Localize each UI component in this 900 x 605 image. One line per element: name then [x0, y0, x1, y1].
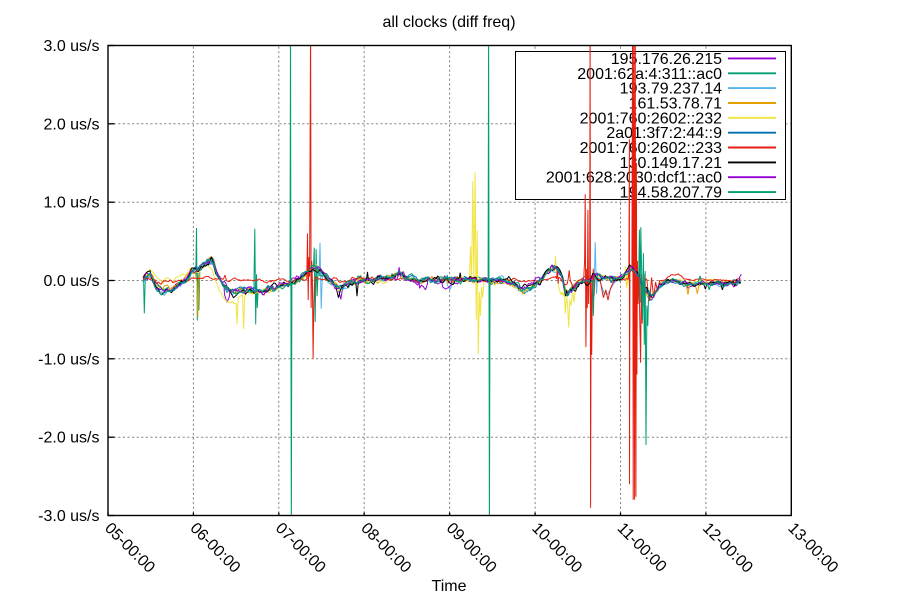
svg-text:-1.0 us/s: -1.0 us/s: [38, 351, 99, 368]
svg-text:-3.0 us/s: -3.0 us/s: [38, 508, 99, 525]
svg-text:193.79.237.14: 193.79.237.14: [620, 81, 722, 98]
svg-text:3.0 us/s: 3.0 us/s: [43, 38, 99, 55]
svg-text:all clocks (diff freq): all clocks (diff freq): [382, 14, 515, 31]
svg-text:0.0 us/s: 0.0 us/s: [43, 273, 99, 290]
svg-text:2001:62a:4:311::ac0: 2001:62a:4:311::ac0: [577, 66, 722, 83]
svg-text:130.149.17.21: 130.149.17.21: [620, 155, 722, 172]
svg-text:194.58.207.79: 194.58.207.79: [620, 185, 722, 202]
svg-text:2.0 us/s: 2.0 us/s: [43, 116, 99, 133]
svg-text:161.53.78.71: 161.53.78.71: [629, 96, 723, 113]
svg-text:-2.0 us/s: -2.0 us/s: [38, 430, 99, 447]
svg-text:Time: Time: [432, 578, 467, 595]
svg-text:1.0 us/s: 1.0 us/s: [43, 195, 99, 212]
svg-text:2001:760:2602::233: 2001:760:2602::233: [580, 140, 722, 157]
svg-text:195.176.26.215: 195.176.26.215: [611, 51, 722, 68]
svg-text:2001:760:2602::232: 2001:760:2602::232: [580, 110, 722, 127]
